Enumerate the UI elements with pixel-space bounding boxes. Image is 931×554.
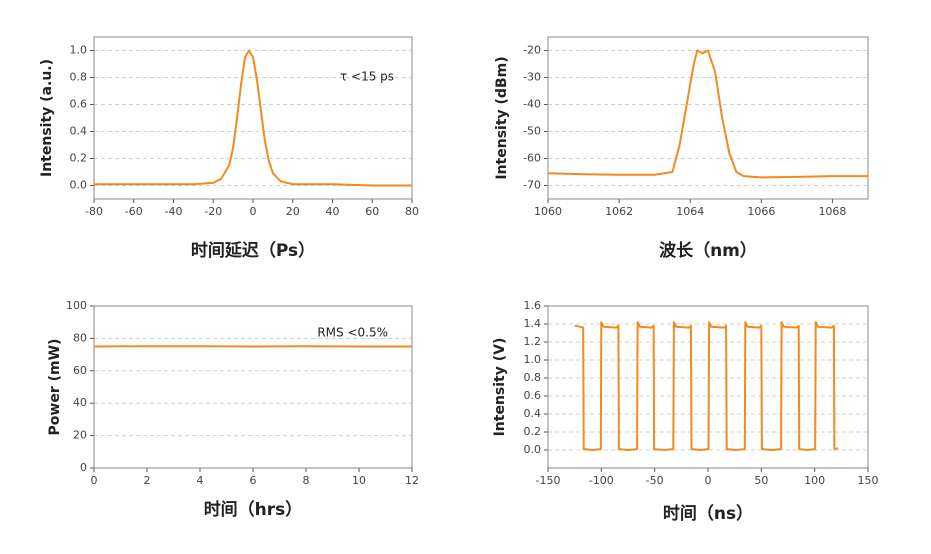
x-tick-label: 2	[144, 474, 151, 487]
y-tick-label: 0	[80, 461, 87, 474]
x-tick-label: 6	[250, 474, 257, 487]
y-tick-label: 0.8	[70, 71, 88, 84]
y-tick-label: -30	[523, 71, 541, 84]
x-tick-label: 50	[754, 474, 768, 487]
y-tick-label: 0.2	[524, 425, 542, 438]
y-tick-label: -40	[523, 98, 541, 111]
y-tick-label: 0.6	[524, 389, 542, 402]
line	[574, 321, 839, 451]
x-tick-label: 0	[250, 205, 257, 218]
y-tick-label: 0.6	[70, 98, 88, 111]
plot-frame	[93, 36, 413, 200]
y-tick-label: 60	[73, 364, 87, 377]
x-tick-label: 12	[405, 474, 419, 487]
y-tick-label: 1.0	[524, 353, 542, 366]
y-tick-label: 0.0	[70, 179, 88, 192]
x-tick-label: -20	[204, 205, 222, 218]
y-tick-label: 80	[73, 331, 87, 344]
line	[94, 49, 412, 187]
y-tick-label: 1.4	[524, 317, 542, 330]
x-axis-title: 时间（ns）	[663, 503, 753, 524]
x-tick-label: -150	[536, 474, 561, 487]
y-tick-label: 20	[73, 429, 87, 442]
x-tick-label: 40	[326, 205, 340, 218]
x-tick-label: 4	[197, 474, 204, 487]
x-tick-label: 1068	[818, 205, 846, 218]
y-tick-label: -60	[523, 152, 541, 165]
plot-frame	[547, 305, 869, 469]
plot-frame	[547, 36, 869, 200]
x-tick-label: 100	[804, 474, 825, 487]
x-tick-label: -100	[589, 474, 614, 487]
y-tick-label: 0.4	[524, 407, 542, 420]
x-axis-title: 波长（nm）	[659, 240, 757, 261]
y-tick-label: 100	[66, 299, 87, 312]
x-tick-label: -60	[125, 205, 143, 218]
line	[547, 49, 868, 179]
y-tick-label: -50	[523, 125, 541, 138]
y-tick-label: 1.6	[524, 299, 542, 312]
x-tick-label: 1060	[534, 205, 562, 218]
y-tick-label: 1.0	[70, 44, 88, 57]
y-tick-label: -70	[523, 179, 541, 192]
x-tick-label: -80	[85, 205, 103, 218]
x-tick-label: 60	[365, 205, 379, 218]
y-axis-title: Intensity (dBm)	[494, 56, 510, 179]
x-axis-title: 时间（hrs）	[204, 499, 303, 520]
x-tick-label: -40	[165, 205, 183, 218]
x-tick-label: 1066	[747, 205, 775, 218]
plot-frame	[93, 305, 413, 469]
x-tick-label: 0	[91, 474, 98, 487]
annotation: τ <15 ps	[340, 70, 394, 84]
x-tick-label: 1064	[676, 205, 704, 218]
y-tick-label: 40	[73, 396, 87, 409]
annotation: RMS <0.5%	[317, 326, 388, 340]
x-tick-label: 0	[705, 474, 712, 487]
y-tick-label: -20	[523, 44, 541, 57]
x-axis-title: 时间延迟（Ps）	[191, 240, 315, 261]
y-tick-label: 0.8	[524, 371, 542, 384]
x-tick-label: 150	[858, 474, 879, 487]
x-tick-label: 1062	[605, 205, 633, 218]
y-tick-label: 0.4	[70, 125, 88, 138]
y-axis-title: Intensity (V)	[492, 338, 508, 437]
y-tick-label: 0.2	[70, 152, 88, 165]
x-tick-label: -50	[646, 474, 664, 487]
y-axis-title: Power (mW)	[47, 339, 63, 436]
x-tick-label: 8	[303, 474, 310, 487]
x-tick-label: 80	[405, 205, 419, 218]
y-axis-title: Intensity (a.u.)	[39, 59, 55, 177]
x-tick-label: 20	[286, 205, 300, 218]
y-tick-label: 1.2	[524, 335, 542, 348]
y-tick-label: 0.0	[524, 443, 542, 456]
x-tick-label: 10	[352, 474, 366, 487]
